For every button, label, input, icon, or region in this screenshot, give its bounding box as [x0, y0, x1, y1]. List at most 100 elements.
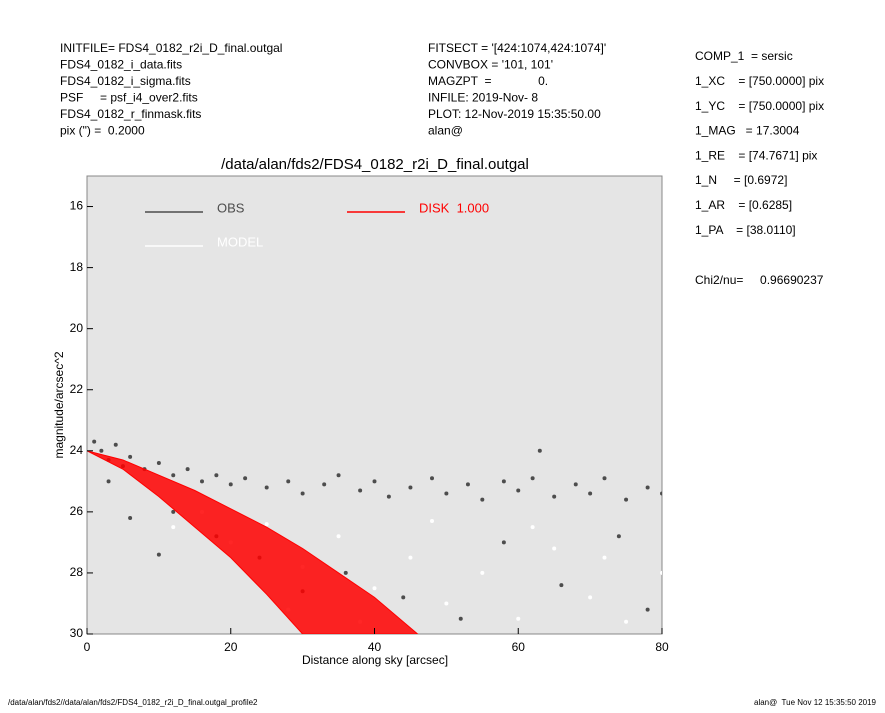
point: [343, 570, 348, 575]
point: [559, 583, 564, 588]
point: [624, 497, 629, 502]
header-left: FDS4_0182_i_data.fits: [60, 58, 182, 72]
fit-parameter: 1_N = [0.6972]: [695, 173, 787, 187]
header-left: FDS4_0182_r_finmask.fits: [60, 107, 201, 121]
y-tick-label: 16: [70, 199, 84, 213]
fit-parameter: 1_PA = [38.0110]: [695, 223, 796, 237]
plot-area: [86, 175, 663, 635]
point: [616, 534, 621, 539]
point: [530, 476, 535, 481]
x-tick-label: 40: [368, 640, 382, 654]
point: [458, 616, 463, 621]
point: [602, 476, 607, 481]
chart-title: /data/alan/fds2/FDS4_0182_r2i_D_final.ou…: [221, 156, 529, 173]
point: [537, 448, 542, 453]
x-tick-label: 80: [655, 640, 669, 654]
point: [300, 491, 305, 496]
point: [516, 488, 521, 493]
point: [372, 586, 377, 591]
point: [588, 491, 593, 496]
point: [264, 522, 269, 527]
disk-band: [87, 450, 419, 634]
y-tick-label: 24: [70, 443, 84, 457]
x-axis-label: Distance along sky [arcsec]: [302, 653, 448, 667]
point: [113, 442, 118, 447]
point: [430, 519, 434, 524]
point: [171, 509, 176, 514]
header-left: FDS4_0182_i_sigma.fits: [60, 74, 191, 88]
point: [408, 485, 413, 490]
point: [128, 454, 133, 459]
point: [602, 555, 607, 560]
data-layer: [87, 439, 662, 634]
point: [128, 515, 133, 520]
point: [552, 546, 557, 551]
point: [322, 482, 327, 487]
point: [516, 616, 521, 621]
point: [645, 607, 650, 612]
footer-stamp: alan@ Tue Nov 12 15:35:50 2019: [754, 698, 877, 707]
fit-parameter: 1_RE = [74.7671] pix: [695, 148, 817, 162]
header-middle: FITSECT = '[424:1074,424:1074]': [428, 41, 606, 55]
point: [106, 479, 111, 484]
header-left: PSF = psf_i4_over2.fits: [60, 91, 198, 105]
point: [624, 619, 629, 624]
point: [430, 476, 434, 481]
point: [286, 479, 291, 484]
header-middle: CONVBOX = '101, 101': [428, 58, 553, 72]
fit-parameter: 1_AR = [0.6285]: [695, 198, 792, 212]
point: [386, 494, 391, 499]
point: [660, 491, 662, 496]
legend-label: OBS: [217, 200, 245, 215]
point: [214, 473, 219, 478]
point: [156, 461, 161, 466]
point: [92, 439, 97, 444]
point: [588, 595, 593, 600]
point: [264, 485, 269, 490]
point: [444, 491, 449, 496]
x-tick-label: 60: [512, 640, 526, 654]
header-middle: alan@: [428, 124, 463, 138]
y-tick-label: 30: [70, 626, 84, 640]
point: [185, 467, 190, 472]
legend-label: MODEL: [217, 234, 263, 249]
y-tick-label: 26: [70, 504, 84, 518]
point: [171, 525, 176, 530]
fit-parameter: 1_YC = [750.0000] pix: [695, 99, 824, 113]
fit-parameter: 1_MAG = 17.3004: [695, 124, 800, 138]
point: [501, 479, 506, 484]
point: [243, 476, 248, 481]
x-tick-label: 0: [84, 640, 91, 654]
y-tick-label: 28: [70, 565, 84, 579]
point: [552, 494, 557, 499]
point: [336, 473, 341, 478]
fit-parameter: 1_XC = [750.0000] pix: [695, 74, 824, 88]
header-middle: INFILE: 2019-Nov- 8: [428, 91, 538, 105]
point: [480, 497, 485, 502]
point: [573, 482, 578, 487]
point: [408, 555, 413, 560]
point: [480, 570, 485, 575]
point: [99, 448, 104, 453]
header-left: pix (") = 0.2000: [60, 124, 145, 138]
point: [200, 479, 204, 484]
header-left: INITFILE= FDS4_0182_r2i_D_final.outgal: [60, 41, 282, 55]
point: [501, 540, 506, 545]
header-middle: PLOT: 12-Nov-2019 15:35:50.00: [428, 107, 601, 121]
header-middle: MAGZPT = 0.: [428, 74, 548, 88]
legend-label: DISK 1.000: [419, 200, 489, 215]
point: [336, 534, 341, 539]
point: [171, 473, 176, 478]
fit-parameter: COMP_1 = sersic: [695, 49, 793, 63]
y-tick-label: 18: [70, 260, 84, 274]
y-axis-label: magnitude/arcsec^2: [52, 351, 66, 458]
point: [401, 595, 406, 600]
x-tick-label: 20: [224, 640, 238, 654]
y-tick-label: 22: [70, 382, 84, 396]
point: [156, 552, 161, 557]
point: [465, 482, 470, 487]
point: [358, 488, 363, 493]
point: [645, 485, 650, 490]
